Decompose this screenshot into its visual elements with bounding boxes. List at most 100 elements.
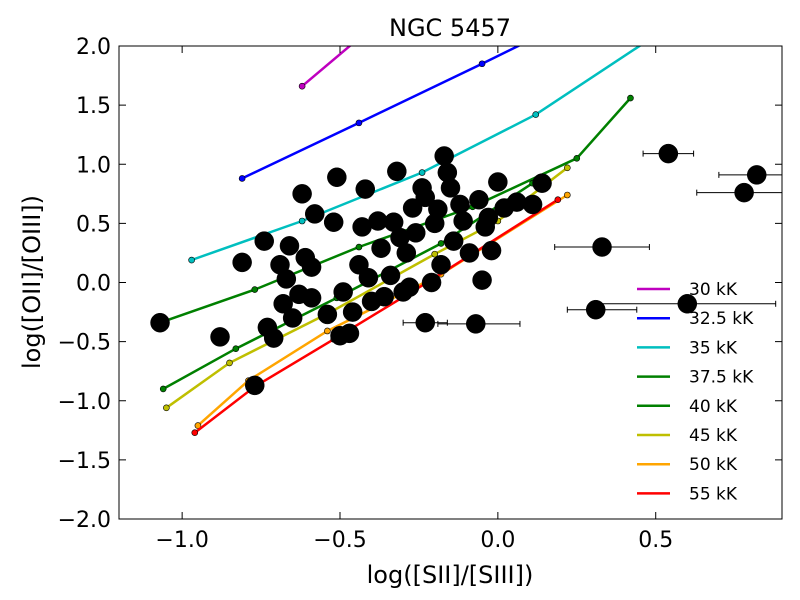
data-point (374, 286, 394, 307)
y-tick-label: −1.5 (58, 449, 111, 474)
data-point (402, 198, 423, 218)
data-point (532, 173, 552, 193)
data-point (428, 199, 448, 219)
data-point (358, 268, 379, 288)
data-point (421, 272, 442, 293)
data-point (301, 257, 322, 277)
series-point-37-5-kk (251, 286, 259, 293)
data-point (453, 211, 473, 231)
data-point (282, 308, 303, 328)
data-point (522, 194, 543, 215)
data-point (150, 312, 170, 333)
x-tick-label: 0.5 (638, 528, 673, 553)
data-point (323, 212, 344, 232)
data-point (387, 161, 407, 182)
series-point-32-5-kk (238, 175, 246, 182)
legend-label-30-kk: 30 kK (689, 280, 738, 300)
plot-area (119, 46, 782, 519)
y-tick-label: 1.0 (76, 153, 111, 178)
data-point (478, 207, 499, 228)
y-tick-label: −1.0 (58, 390, 111, 415)
y-tick-label: 0.5 (76, 212, 111, 237)
legend-label-50-kk: 50 kK (689, 455, 738, 475)
series-point-35-kk (188, 256, 195, 264)
series-point-37-5-kk (627, 94, 634, 102)
data-point (472, 270, 492, 290)
data-point (273, 294, 293, 314)
data-point (469, 189, 489, 210)
data-point (327, 167, 347, 188)
y-tick-label: 0.0 (76, 272, 111, 297)
series-line-30-kk (301, 46, 352, 88)
series-point-40-kk (159, 385, 167, 393)
data-point (333, 282, 353, 302)
data-point (488, 172, 508, 192)
data-point (443, 231, 464, 251)
legend: 30 kK 32.5 kK 35 kK 37.5 kK 40 kK 45 kK 50 kK 5… (637, 280, 754, 504)
data-point (245, 375, 265, 396)
y-tick-label: −0.5 (58, 331, 111, 356)
data-point (399, 277, 420, 297)
observed-points (150, 143, 782, 396)
data-point (339, 323, 360, 344)
series-point-37-5-kk (573, 155, 581, 162)
series-point-45-kk (163, 404, 170, 412)
series-point-45-kk (226, 359, 233, 367)
data-point (440, 178, 461, 198)
legend-label-35-kk: 35 kK (689, 338, 738, 358)
data-point (658, 143, 679, 164)
chart-title: NGC 5457 (389, 14, 511, 42)
series-point-30-kk (298, 82, 306, 90)
series-point-50-kk (194, 422, 202, 429)
y-tick-label: 2.0 (76, 35, 111, 60)
series-point-37-5-kk (355, 243, 363, 251)
data-point (459, 243, 480, 263)
series-line-32-5-kk (241, 46, 522, 180)
y-axis-title: log([OII]/[OIII]) (18, 195, 46, 369)
data-point (232, 252, 252, 273)
data-point (210, 327, 230, 347)
data-point (431, 255, 451, 275)
x-tick-label: −0.5 (313, 528, 366, 553)
data-point (585, 299, 606, 320)
data-point (734, 182, 754, 203)
y-tick-label: 1.5 (76, 94, 111, 119)
axis-ticks: −1.0 −0.5 0.0 0.5 −2.0 −1.5 −1.0 −0.5 0.0 0.5 1.0 1… (58, 35, 782, 553)
data-point (317, 304, 338, 325)
data-point (415, 187, 435, 208)
series-point-50-kk (324, 327, 331, 335)
legend-label-55-kk: 55 kK (689, 484, 738, 504)
data-point (304, 204, 325, 224)
series-point-45-kk (564, 164, 571, 172)
data-point (292, 184, 312, 204)
legend-label-32-5-kk: 32.5 kK (689, 309, 754, 329)
data-point (301, 288, 322, 308)
data-point (592, 237, 612, 257)
data-point (406, 223, 426, 243)
data-point (415, 312, 435, 333)
x-tick-label: 0.0 (480, 528, 515, 553)
legend-label-45-kk: 45 kK (689, 426, 738, 446)
series-point-40-kk (232, 345, 240, 353)
data-point (434, 146, 454, 166)
series-point-32-5-kk (478, 60, 486, 68)
series-point-40-kk (437, 240, 445, 247)
series-point-35-kk (418, 169, 426, 176)
data-point (276, 269, 297, 289)
series-point-55-kk (554, 196, 562, 204)
series-point-55-kk (191, 429, 199, 436)
data-point (371, 238, 391, 258)
plot-background (119, 46, 782, 519)
legend-label-40-kk: 40 kK (689, 397, 738, 417)
data-point (466, 314, 486, 334)
series-point-50-kk (564, 191, 571, 199)
data-point (396, 243, 417, 263)
data-point (481, 240, 502, 261)
data-point (355, 179, 376, 199)
data-point (677, 294, 698, 314)
data-point (263, 328, 284, 348)
series-point-35-kk (532, 111, 540, 118)
data-point (279, 236, 300, 256)
series-point-45-kk (431, 250, 439, 258)
